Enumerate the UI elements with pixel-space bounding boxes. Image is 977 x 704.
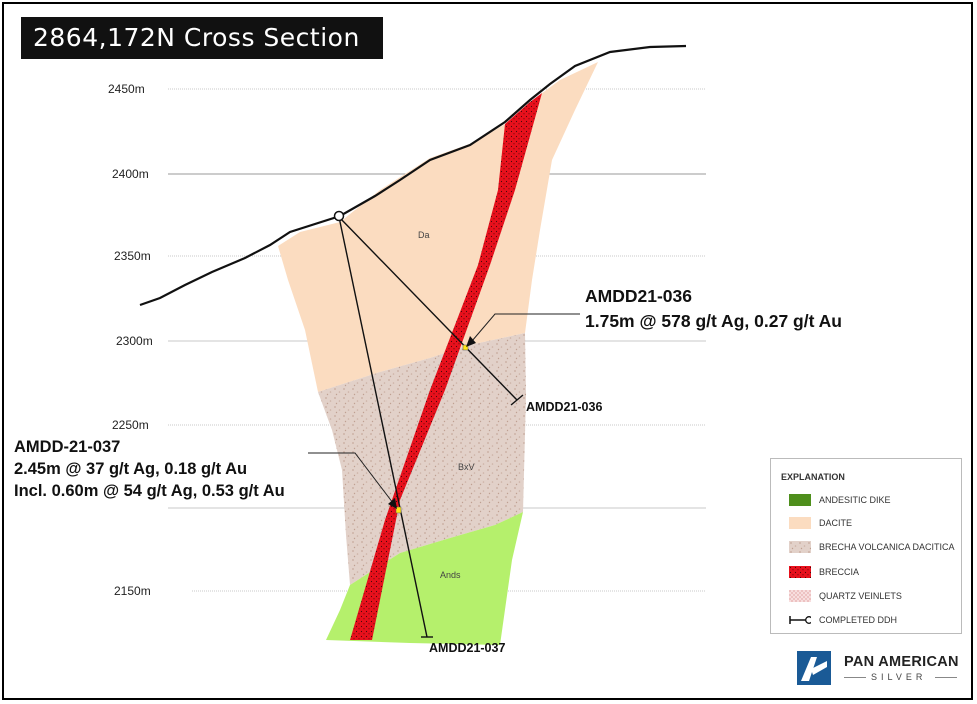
logo-sub: SILVER (871, 672, 927, 682)
legend-item-dacite: DACITE (789, 517, 961, 531)
unit-label-bxv: BxV (458, 462, 475, 472)
legend-label: COMPLETED DDH (819, 615, 898, 625)
callout-036-arrowhead (466, 336, 476, 347)
legend-swatch (789, 541, 811, 553)
unit-label-andesite: Ands (440, 570, 461, 580)
callout-037-arrowhead (388, 498, 397, 509)
page-title: 2864,172N Cross Section (21, 17, 383, 59)
legend-label: BRECCIA (819, 567, 860, 577)
callout-036-leader (471, 313, 580, 342)
callout-037-including: Incl. 0.60m @ 54 g/t Ag, 0.53 g/t Au (14, 482, 285, 500)
callout-037-hole: AMDD-21-037 (14, 438, 121, 456)
pan-american-logo-icon (797, 651, 831, 685)
callout-036: AMDD21-036 1.75m @ 578 g/t Ag, 0.27 g/t … (585, 284, 842, 334)
logo-divider (844, 677, 866, 678)
legend-title: EXPLANATION (781, 472, 845, 482)
legend-label: DACITE (819, 518, 853, 528)
callout-037-result: 2.45m @ 37 g/t Ag, 0.18 g/t Au (14, 460, 248, 478)
drill-collar-marker (333, 210, 345, 222)
intercept-037-marker (395, 506, 402, 514)
elevation-label: 2300m (116, 334, 153, 348)
elevation-label: 2450m (108, 82, 145, 96)
unit-label-dacite: Da (418, 230, 430, 240)
elevation-label: 2350m (114, 249, 151, 263)
logo-divider (935, 677, 957, 678)
legend-item-breccia: BRECCIA (789, 566, 961, 580)
legend-item-andesitic-dike: ANDESITIC DIKE (789, 494, 961, 508)
drillhole-037 (338, 216, 433, 638)
callout-037: AMDD-21-037 2.45m @ 37 g/t Ag, 0.18 g/t … (14, 436, 285, 502)
legend-item-completed-ddh: COMPLETED DDH (789, 614, 961, 628)
completed-ddh-icon (789, 616, 811, 624)
legend-label: ANDESITIC DIKE (819, 495, 891, 505)
legend-swatch (789, 494, 811, 506)
elevation-label: 2400m (112, 167, 149, 181)
elevation-label: 2150m (114, 584, 151, 598)
bxv-unit (318, 333, 526, 585)
drillhole-036 (338, 216, 524, 406)
elevation-label: 2250m (112, 418, 149, 432)
intercept-036-marker (462, 344, 469, 351)
legend-label: BRECHA VOLCANICA DACITICA (819, 542, 955, 552)
legend-swatch (789, 517, 811, 529)
breccia-unit (350, 93, 542, 640)
logo-name: PAN AMERICAN (844, 654, 959, 670)
legend-label: QUARTZ VEINLETS (819, 591, 902, 601)
dacite-unit (278, 62, 598, 392)
legend: EXPLANATION ANDESITIC DIKE DACITE BRECHA… (770, 458, 962, 634)
hole-label-036: AMDD21-036 (526, 400, 602, 414)
callout-036-result: 1.75m @ 578 g/t Ag, 0.27 g/t Au (585, 311, 842, 331)
legend-item-brecha-volcanica: BRECHA VOLCANICA DACITICA (789, 541, 961, 555)
legend-swatch (789, 566, 811, 578)
topography-line (139, 44, 687, 307)
hole-label-037: AMDD21-037 (429, 641, 505, 655)
company-logo: PAN AMERICAN SILVER (797, 651, 967, 691)
legend-swatch (789, 590, 811, 602)
legend-item-quartz-veinlets: QUARTZ VEINLETS (789, 590, 961, 604)
callout-037-leader (308, 452, 394, 504)
callout-036-hole: AMDD21-036 (585, 286, 692, 306)
